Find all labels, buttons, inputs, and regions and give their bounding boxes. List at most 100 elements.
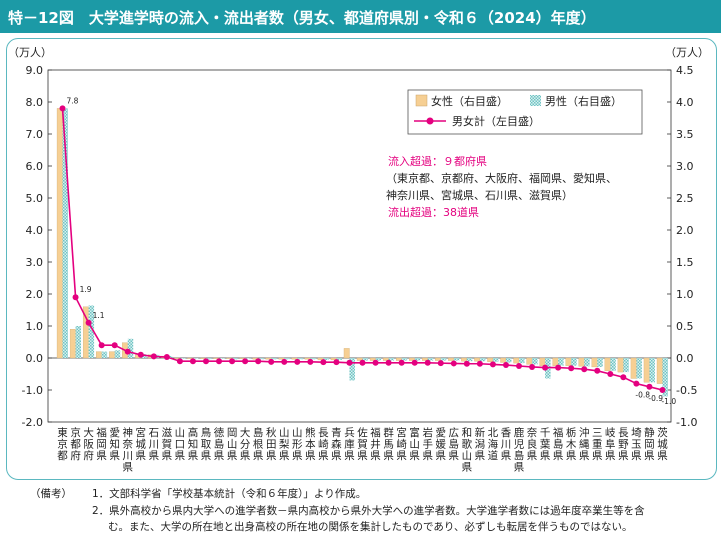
total-point <box>59 105 66 112</box>
female-bar <box>617 357 624 373</box>
category-label: 島 <box>449 438 460 451</box>
left-tick-label: -2.0 <box>22 416 43 429</box>
male-bar <box>375 358 382 361</box>
category-label: 海 <box>488 438 499 451</box>
total-point <box>411 359 418 366</box>
left-tick-label: 7.0 <box>26 128 44 141</box>
category-label: 県 <box>227 450 238 462</box>
category-label: 分 <box>240 439 251 451</box>
category-label: 県 <box>162 450 173 462</box>
category-label: 福 <box>370 426 381 439</box>
category-label: 県 <box>305 450 316 462</box>
category-label: 崎 <box>318 438 329 451</box>
category-label: 沖 <box>579 426 590 439</box>
female-bar <box>604 357 611 371</box>
female-bar <box>500 357 507 363</box>
category-label: 京 <box>57 438 68 451</box>
total-point <box>111 342 118 349</box>
right-tick-label: 0.5 <box>676 320 694 333</box>
total-point <box>163 354 170 361</box>
category-label: 青 <box>331 426 342 439</box>
category-label: 玉 <box>631 439 642 451</box>
category-label: 大 <box>83 426 94 439</box>
total-point <box>568 365 575 372</box>
total-point <box>607 371 614 377</box>
total-point <box>659 387 666 393</box>
category-label: 千 <box>540 427 551 439</box>
right-tick-label: -1.0 <box>676 416 697 429</box>
right-tick-label: -0.5 <box>676 384 697 397</box>
category-label: 東 <box>57 426 68 439</box>
category-label: 県 <box>396 450 407 462</box>
total-point <box>307 358 314 365</box>
category-label: 府 <box>70 449 81 462</box>
category-label: 形 <box>292 439 303 451</box>
left-tick-label: 3.0 <box>26 256 44 269</box>
category-label: 岡 <box>227 427 238 439</box>
male-bar <box>62 108 68 359</box>
category-label: 県 <box>644 450 655 462</box>
female-bar <box>109 351 115 359</box>
category-label: 福 <box>553 426 564 439</box>
category-label: 県 <box>96 450 107 462</box>
category-label: 県 <box>383 450 394 462</box>
total-point <box>385 359 392 366</box>
category-label: 県 <box>292 450 303 462</box>
category-label: 良 <box>527 438 538 451</box>
right-tick-label: 1.0 <box>676 288 694 301</box>
male-bar <box>571 358 577 366</box>
total-point <box>268 358 275 365</box>
male-bar <box>114 350 121 358</box>
category-label: 県 <box>201 450 212 462</box>
category-label: 県 <box>605 450 616 462</box>
category-label: 三 <box>592 427 603 439</box>
category-label: 賀 <box>162 439 173 451</box>
category-label: 群 <box>383 426 394 439</box>
category-label: 県 <box>514 462 525 474</box>
category-label: 川 <box>501 439 512 451</box>
category-label: 知 <box>109 438 120 451</box>
category-label: 島 <box>214 438 225 451</box>
total-point <box>489 361 496 368</box>
male-bar <box>127 338 134 358</box>
total-point <box>398 359 405 366</box>
male-bar <box>362 358 368 361</box>
category-label: 山 <box>227 439 238 451</box>
category-label: 県 <box>409 450 420 462</box>
male-bar <box>440 358 447 361</box>
category-label: 本 <box>305 438 316 451</box>
female-bar <box>343 348 350 359</box>
category-label: 山 <box>292 427 303 439</box>
category-label: 宮 <box>396 426 407 439</box>
total-point <box>176 358 183 365</box>
total-point <box>346 359 353 366</box>
total-point <box>594 367 601 374</box>
male-bar <box>271 358 277 360</box>
female-bar <box>578 357 585 367</box>
total-point <box>646 383 653 390</box>
chart-svg: -2.0 -1.0 0.0 1.0 2.0 3.0 4.0 5.0 6.0 7.0 8.0 9.0 -1… <box>8 46 709 474</box>
total-point <box>72 294 79 301</box>
total-point <box>372 359 379 366</box>
left-tick-label: 5.0 <box>26 192 44 205</box>
total-point <box>202 358 209 365</box>
female-bar <box>656 357 663 384</box>
legend: 女性（右目盛） 男性（右目盛） 男女計（左目盛） <box>407 89 643 135</box>
legend-female-swatch <box>415 94 428 107</box>
category-label: 島 <box>253 426 264 439</box>
total-series-line <box>61 108 663 391</box>
category-label: 県 <box>501 450 512 462</box>
right-tick-label: 3.5 <box>676 128 694 141</box>
left-tick-label: -1.0 <box>22 384 43 397</box>
total-point <box>529 363 536 370</box>
male-bar <box>258 358 264 360</box>
category-label: 取 <box>201 439 212 451</box>
category-label: 県 <box>266 450 277 462</box>
left-tick-label: 4.0 <box>26 224 44 237</box>
category-label: 県 <box>566 450 577 462</box>
category-label: 重 <box>592 438 603 451</box>
category-label: 川 <box>122 450 133 462</box>
total-point <box>450 360 457 367</box>
category-label: 県 <box>422 450 433 462</box>
category-label: 高 <box>188 426 199 439</box>
